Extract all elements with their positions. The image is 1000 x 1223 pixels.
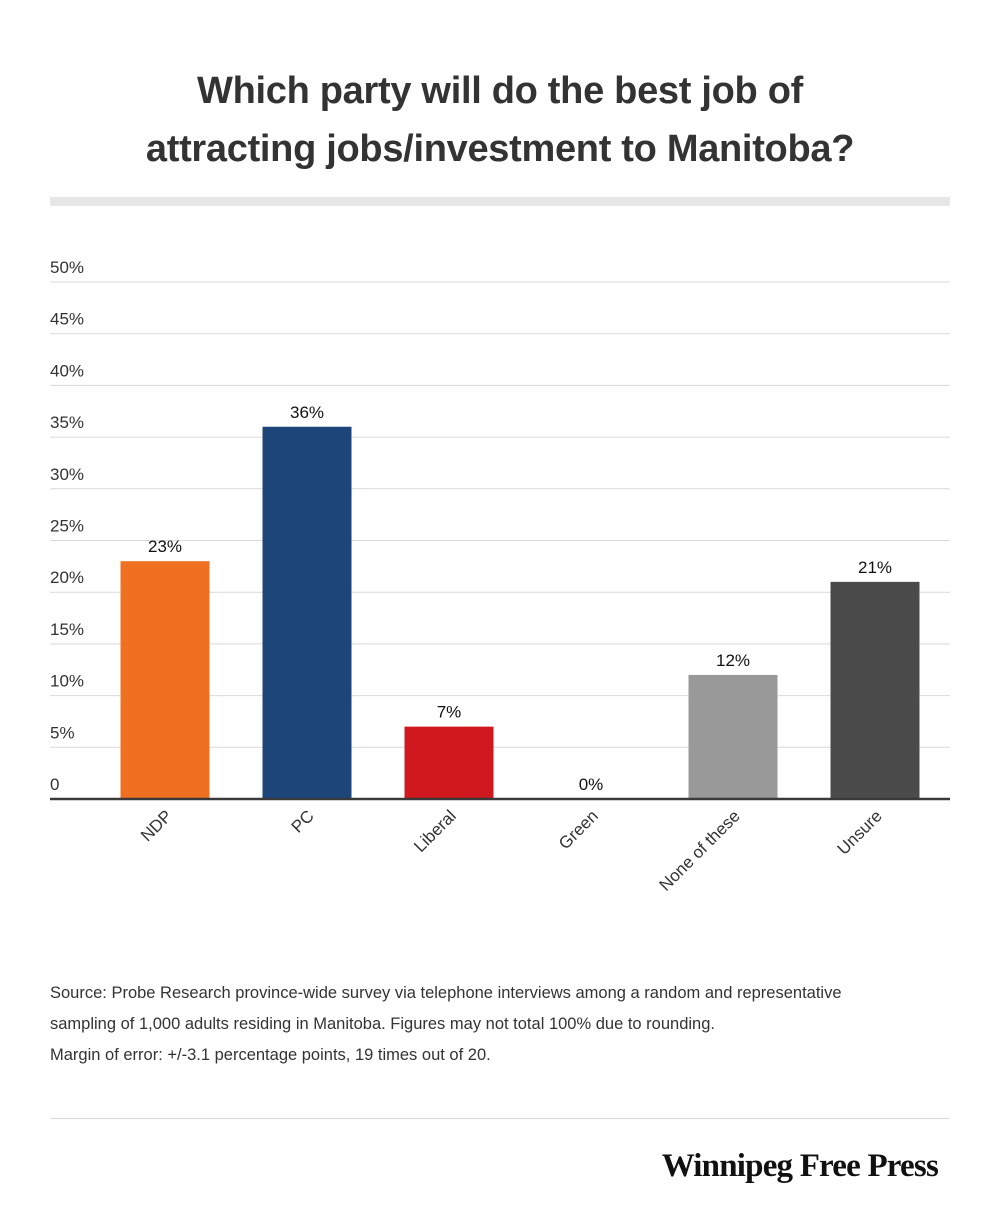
data-label: 36% xyxy=(290,403,324,422)
bars xyxy=(120,426,920,799)
bar-liberal xyxy=(404,726,494,799)
data-label: 0% xyxy=(579,775,604,794)
y-tick-label: 45% xyxy=(50,310,84,329)
title-divider xyxy=(50,197,950,206)
bar-unsure xyxy=(830,581,920,799)
y-axis-ticks: 0 5% 10% 15% 20% 25% 30% 35% 40% 45% 50% xyxy=(50,258,84,794)
x-tick-label: PC xyxy=(288,806,318,836)
footer-divider xyxy=(50,1118,950,1119)
y-tick-label: 25% xyxy=(50,517,84,536)
chart-title-line-1: Which party will do the best job of xyxy=(197,70,803,112)
data-label: 7% xyxy=(437,703,462,722)
bar-none-of-these xyxy=(688,674,778,799)
source-line-1: Source: Probe Research province-wide sur… xyxy=(50,984,842,1002)
bar-ndp xyxy=(120,561,210,799)
y-tick-label: 0 xyxy=(50,775,59,794)
x-axis-ticks: NDP PC Liberal Green None of these Unsure xyxy=(137,806,886,894)
source-note: Source: Probe Research province-wide sur… xyxy=(50,978,950,1071)
data-labels: 23% 36% 7% 0% 12% 21% xyxy=(148,403,892,794)
x-tick-label: Liberal xyxy=(410,806,460,856)
source-line-3: Margin of error: +/-3.1 percentage point… xyxy=(50,1046,491,1064)
y-tick-label: 35% xyxy=(50,413,84,432)
x-tick-label: Unsure xyxy=(834,806,886,858)
publisher-logo: Winnipeg Free Press xyxy=(661,1148,939,1184)
x-tick-label: NDP xyxy=(137,806,176,845)
data-label: 12% xyxy=(716,651,750,670)
data-label: 23% xyxy=(148,537,182,556)
y-tick-label: 10% xyxy=(50,672,84,691)
bar-pc xyxy=(262,426,352,799)
bar-chart: 0 5% 10% 15% 20% 25% 30% 35% 40% 45% 50% 23% 36% 7% 0… xyxy=(50,258,950,895)
x-tick-label: None of these xyxy=(656,806,744,894)
source-line-2: sampling of 1,000 adults residing in Man… xyxy=(50,1015,715,1033)
chart-title: Which party will do the best job of attr… xyxy=(0,62,1000,178)
x-tick-label: Green xyxy=(555,806,602,853)
y-tick-label: 40% xyxy=(50,361,84,380)
data-label: 21% xyxy=(858,558,892,577)
chart-title-line-2: attracting jobs/investment to Manitoba? xyxy=(145,128,855,170)
y-tick-label: 30% xyxy=(50,465,84,484)
y-tick-label: 15% xyxy=(50,620,84,639)
y-tick-label: 5% xyxy=(50,723,75,742)
y-tick-label: 50% xyxy=(50,258,84,277)
y-tick-label: 20% xyxy=(50,568,84,587)
